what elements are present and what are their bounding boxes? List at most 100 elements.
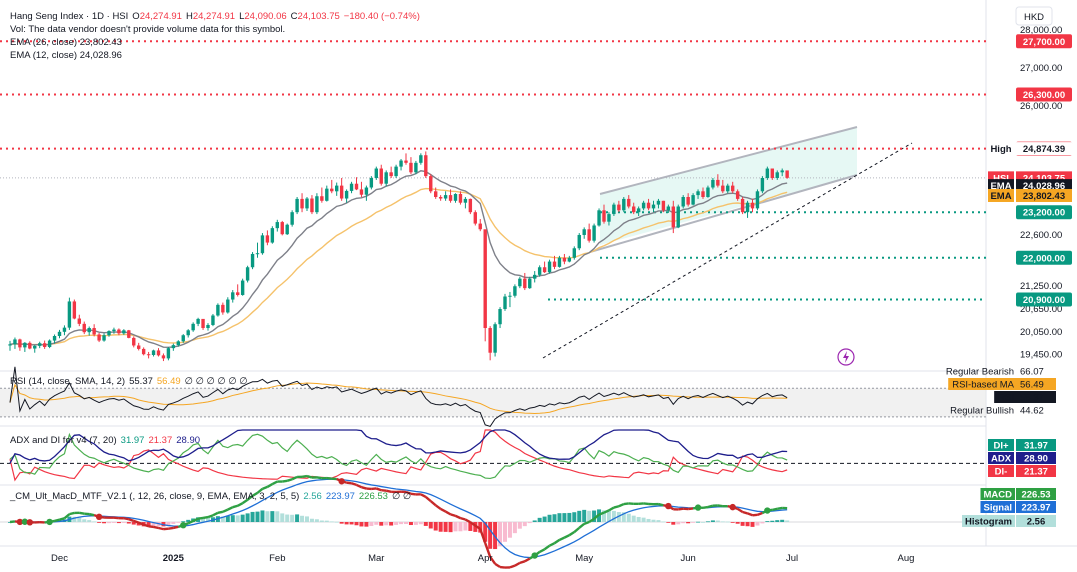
macd-hist-bar	[567, 512, 572, 522]
candle	[592, 223, 596, 243]
macd-hist-bar	[82, 519, 87, 522]
candle	[478, 219, 482, 232]
candle-body	[82, 323, 86, 333]
macd-hist-bar	[309, 518, 314, 522]
candle-body	[651, 204, 656, 209]
currency-button[interactable]	[1015, 6, 1053, 26]
candle	[320, 187, 324, 203]
candle-body	[419, 155, 423, 163]
macd-hist-bar	[577, 510, 582, 522]
macd-hist-bar	[324, 520, 329, 522]
candle	[750, 198, 755, 213]
candle	[656, 198, 661, 209]
rsi-tag-value: 66.07	[1020, 367, 1044, 378]
macd-line-segment	[460, 516, 466, 521]
candle	[632, 202, 636, 215]
candle-body	[33, 345, 37, 349]
macd-hist-bar	[448, 522, 453, 533]
candle	[567, 255, 572, 263]
candle	[379, 164, 383, 186]
candle	[572, 246, 576, 260]
currency-label: HKD	[1024, 12, 1044, 23]
candle-body	[533, 274, 537, 279]
candle	[280, 220, 284, 236]
candle-body	[513, 286, 517, 296]
macd-line-segment	[464, 518, 471, 524]
candle-body	[617, 204, 621, 211]
candle-body	[463, 198, 468, 203]
level-tag-label: 20,900.00	[1023, 295, 1065, 306]
candle	[627, 195, 631, 209]
candle-body	[745, 202, 750, 213]
price-tick-label: 26,000.00	[1020, 101, 1062, 112]
macd-hist-bar	[404, 522, 408, 525]
candle-body	[236, 292, 240, 295]
macd-hist-bar	[225, 515, 230, 522]
macd-tag-name-box	[980, 501, 1015, 513]
macd-hist-bar	[621, 512, 626, 522]
macd-line-segment	[361, 486, 367, 490]
macd-tag-value: 226.53	[1021, 490, 1050, 501]
candle-body	[62, 327, 67, 332]
candle	[523, 272, 527, 291]
candle-body	[686, 197, 690, 205]
candle	[389, 166, 393, 179]
candle	[622, 197, 626, 213]
candle-body	[349, 183, 354, 191]
macd-tag-value: 2.56	[1027, 517, 1046, 528]
adx-tag-value: 21.37	[1024, 467, 1048, 478]
candle-body	[231, 292, 235, 300]
candle-body	[567, 257, 572, 262]
macd-hist-bar	[730, 522, 735, 523]
time-tick-label: Mar	[368, 553, 384, 564]
macd-hist-bar	[131, 522, 136, 525]
macd-hist-bar	[745, 522, 750, 527]
candle	[661, 200, 666, 213]
candle	[191, 322, 195, 332]
macd-hist-bar	[572, 512, 577, 522]
candle	[399, 159, 403, 171]
macd-hist-bar	[433, 522, 438, 531]
macd-tag-name: MACD	[984, 490, 1013, 501]
macd-line-segment	[777, 506, 783, 510]
macd-hist-bar	[230, 515, 235, 522]
candle	[38, 341, 42, 349]
candle-body	[394, 166, 398, 177]
macd-hist-bar	[171, 522, 176, 524]
candle-body	[211, 315, 215, 325]
candle	[716, 174, 720, 188]
candle-body	[221, 304, 225, 313]
candle-body	[335, 185, 339, 192]
macd-cross-dot	[95, 513, 103, 521]
candle-body	[28, 342, 32, 349]
macd-hist-bar	[661, 521, 666, 523]
candle	[508, 291, 512, 308]
candle-body	[240, 280, 245, 295]
rsi-tag-name: Regular Bullish	[950, 406, 1014, 417]
candle-body	[518, 278, 522, 287]
macd-line-segment	[232, 504, 239, 509]
macd-hist-bar	[389, 522, 394, 526]
macd-line-segment	[69, 511, 75, 516]
macd-tag-name-box	[980, 488, 1015, 500]
rsi-tag-value: 56.49	[1020, 380, 1044, 391]
macd-hist-bar	[611, 510, 616, 522]
candle	[582, 227, 586, 239]
time-tick-label: Jun	[680, 553, 695, 564]
candle	[221, 302, 225, 315]
candle	[577, 233, 581, 251]
candle	[275, 219, 279, 232]
macd-line-segment	[222, 508, 229, 513]
candle	[310, 195, 314, 215]
macd-hist-bar	[334, 521, 339, 523]
macd-hist-bar	[399, 522, 404, 525]
rsi-tag-value-box	[1016, 391, 1056, 403]
macd-line-segment	[499, 565, 506, 569]
candle	[641, 200, 646, 211]
candle	[552, 255, 557, 270]
candle	[300, 193, 304, 213]
candle	[394, 164, 398, 179]
candle-body	[290, 212, 294, 225]
candle-body	[23, 342, 27, 348]
